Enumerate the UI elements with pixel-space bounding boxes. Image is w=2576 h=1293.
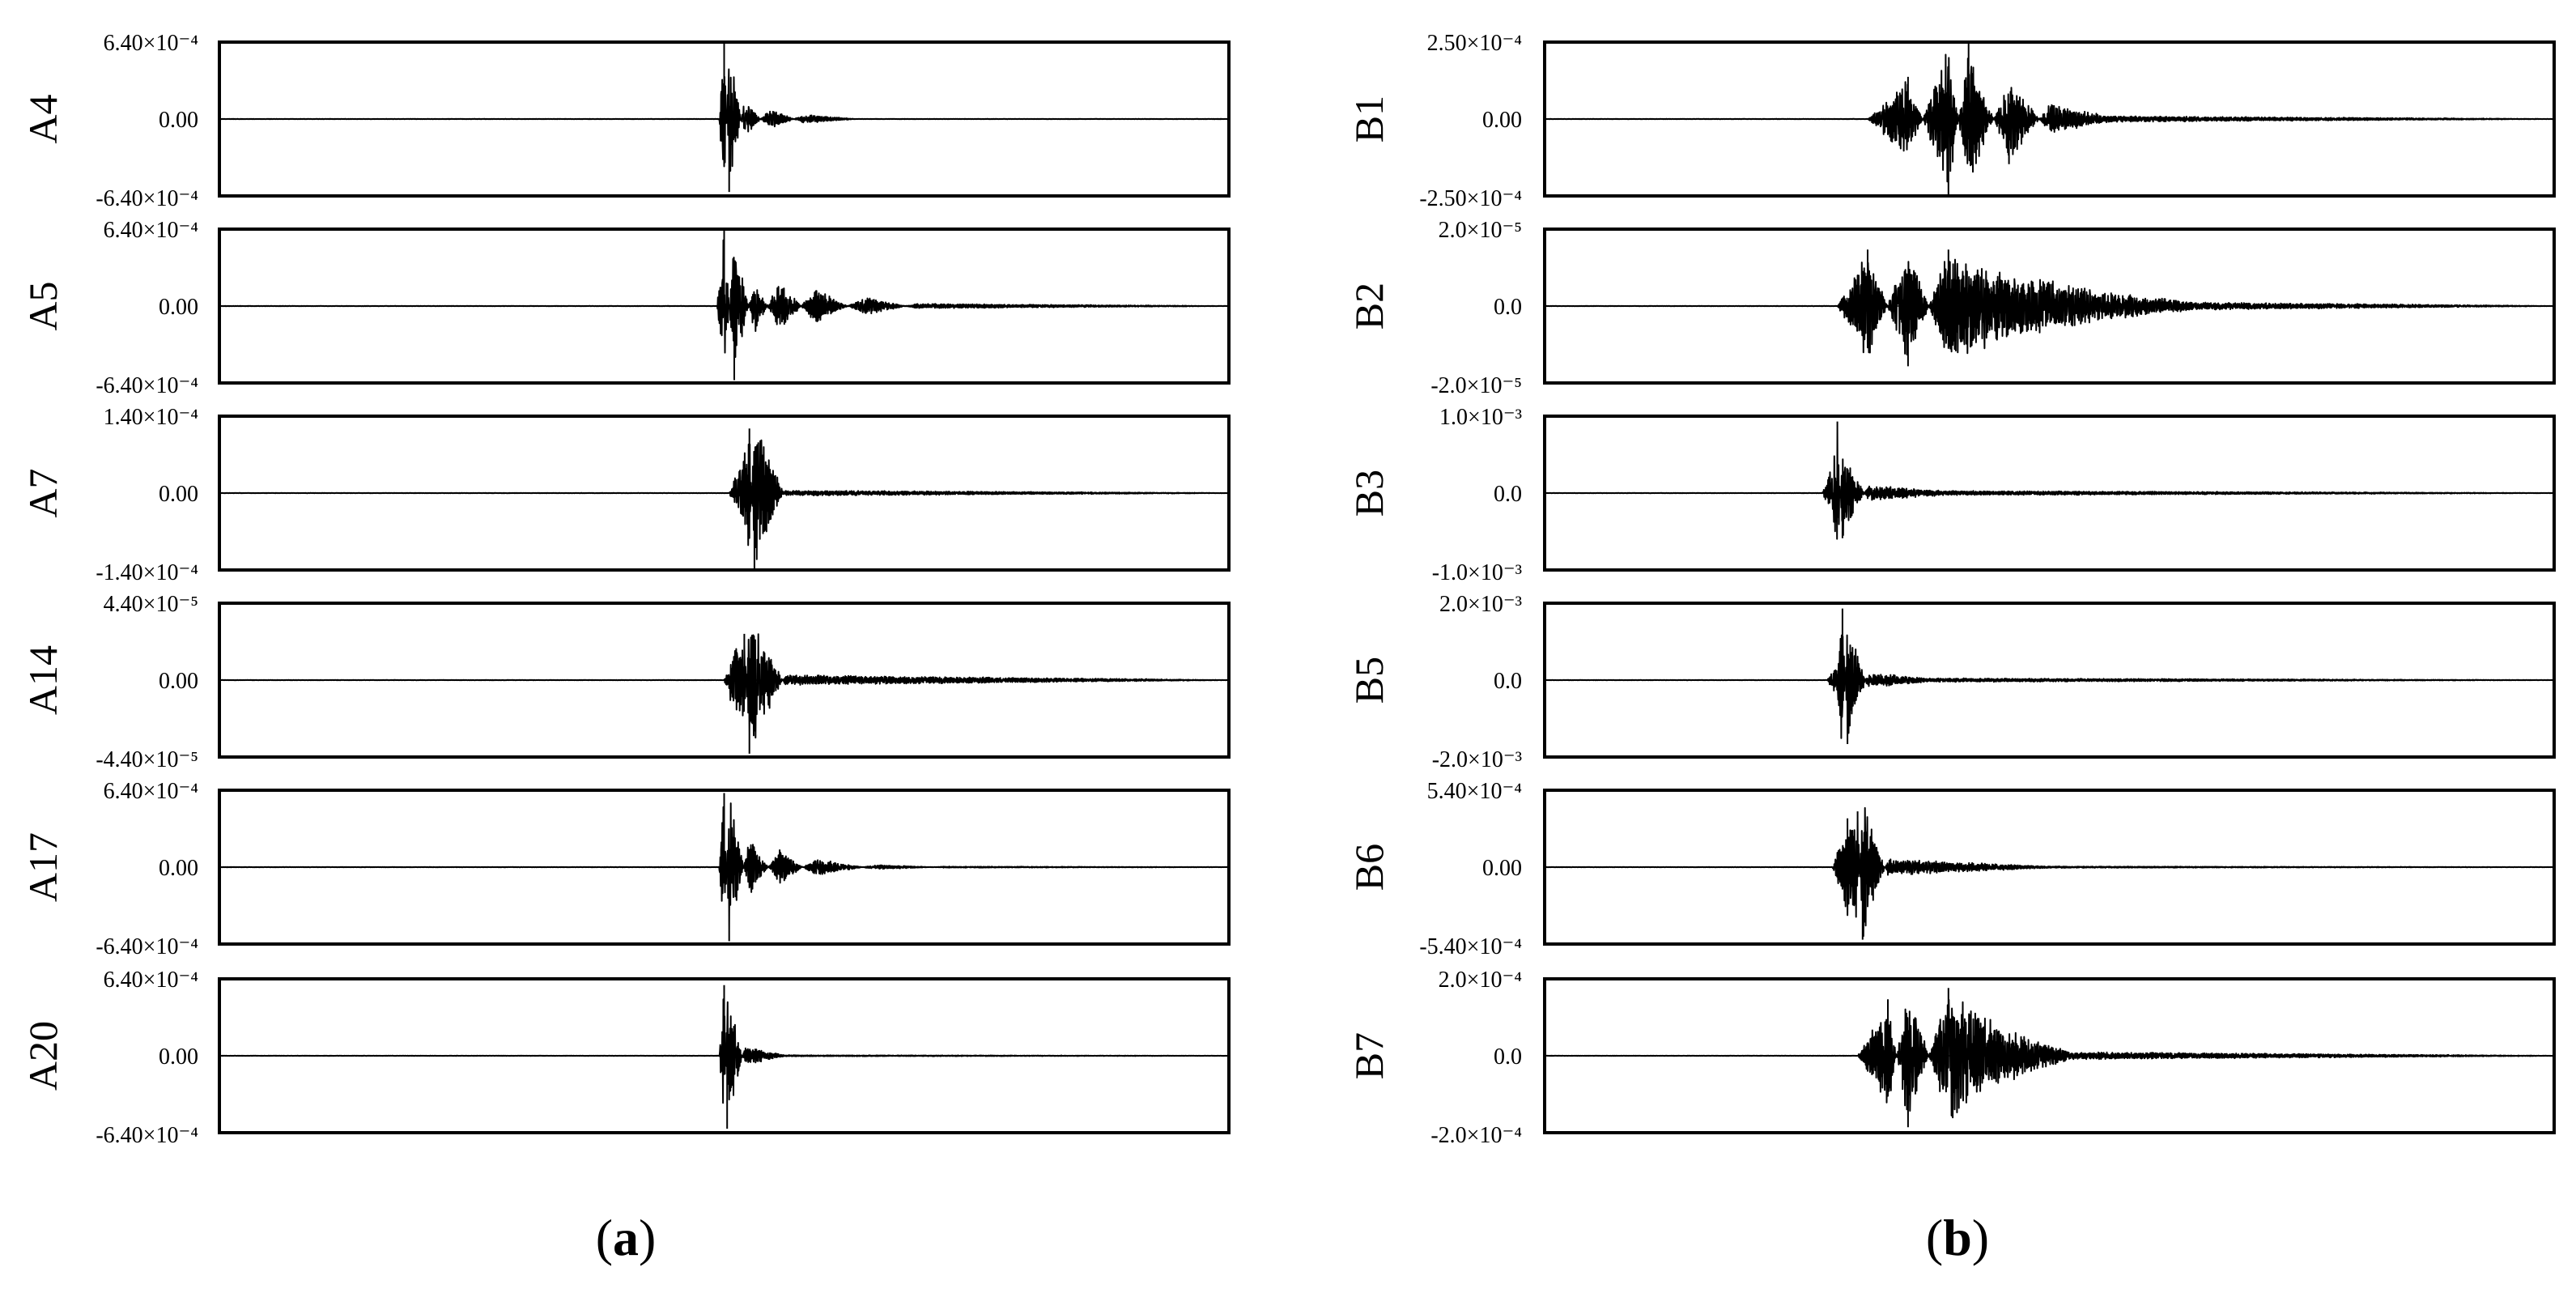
trace-b5: 2.0×10⁻³ 0.0 -2.0×10⁻³ B5: [1346, 592, 2556, 772]
trace-a20: 6.40×10⁻⁴ 0.00 -6.40×10⁻⁴ A20: [20, 968, 1231, 1148]
waveform-b2: [1544, 249, 2555, 367]
plot-frame-a7: [218, 415, 1231, 572]
plot-frame-b6: [1543, 789, 2556, 946]
trace-b6: 5.40×10⁻⁴ 0.00 -5.40×10⁻⁴ B6: [1346, 779, 2556, 959]
ytick-top-b5: 2.0×10⁻³: [1439, 592, 1522, 617]
ytick-bottom-a17: -6.40×10⁻⁴: [96, 934, 198, 959]
channel-label-a20: A20: [20, 1021, 66, 1091]
waveform-a20: [219, 985, 1230, 1129]
ytick-bottom-b5: -2.0×10⁻³: [1432, 747, 1522, 772]
channel-label-b1: B1: [1346, 96, 1392, 142]
ytick-top-b6: 5.40×10⁻⁴: [1427, 779, 1522, 804]
panel-label-b: (b): [1926, 1209, 1989, 1266]
ytick-top-b2: 2.0×10⁻⁵: [1439, 218, 1522, 243]
waveform-a5: [219, 231, 1230, 381]
trace-a14: 4.40×10⁻⁵ 0.00 -4.40×10⁻⁵ A14: [20, 592, 1231, 772]
trace-a17: 6.40×10⁻⁴ 0.00 -6.40×10⁻⁴ A17: [20, 779, 1231, 959]
ytick-bottom-b7: -2.0×10⁻⁴: [1430, 1123, 1522, 1148]
ytick-top-b3: 1.0×10⁻³: [1439, 405, 1522, 430]
waveform-a4: [219, 44, 1230, 193]
plot-frame-b5: [1543, 602, 2556, 759]
ytick-mid-a5: 0.00: [159, 295, 198, 320]
plot-frame-a20: [218, 977, 1231, 1134]
ytick-mid-b5: 0.0: [1494, 669, 1522, 694]
ytick-mid-b1: 0.00: [1482, 108, 1522, 133]
waveform-b5: [1544, 608, 2555, 744]
plot-frame-b1: [1543, 40, 2556, 198]
ytick-top-a5: 6.40×10⁻⁴: [104, 218, 198, 243]
plot-frame-b7: [1543, 977, 2556, 1134]
channel-label-b3: B3: [1346, 470, 1392, 517]
ytick-mid-b7: 0.0: [1494, 1044, 1522, 1070]
ytick-mid-a14: 0.00: [159, 669, 198, 694]
ytick-bottom-b1: -2.50×10⁻⁴: [1419, 186, 1522, 211]
ytick-bottom-b2: -2.0×10⁻⁵: [1430, 373, 1522, 398]
trace-b7: 2.0×10⁻⁴ 0.0 -2.0×10⁻⁴ B7: [1346, 968, 2556, 1148]
ytick-top-a14: 4.40×10⁻⁵: [104, 592, 198, 617]
waveform-plots: 6.40×10⁻⁴ 0.00 -6.40×10⁻⁴ A4 6.40×10⁻⁴ 0.00 -6…: [20, 31, 2556, 1148]
trace-a4: 6.40×10⁻⁴ 0.00 -6.40×10⁻⁴ A4: [20, 31, 1231, 211]
trace-a7: 1.40×10⁻⁴ 0.00 -1.40×10⁻⁴ A7: [20, 405, 1231, 585]
ytick-bottom-b3: -1.0×10⁻³: [1432, 560, 1522, 585]
plot-frame-a14: [218, 602, 1231, 759]
panel-label-a: (a): [596, 1209, 657, 1266]
ytick-top-a20: 6.40×10⁻⁴: [104, 968, 198, 993]
plot-frame-a17: [218, 789, 1231, 946]
plot-frame-a4: [218, 40, 1231, 198]
ytick-mid-a7: 0.00: [159, 482, 198, 507]
waveform-b7: [1544, 988, 2555, 1128]
ytick-mid-b3: 0.0: [1494, 482, 1522, 507]
ytick-bottom-a7: -1.40×10⁻⁴: [96, 560, 198, 585]
ytick-bottom-a5: -6.40×10⁻⁴: [96, 373, 198, 398]
ytick-top-b1: 2.50×10⁻⁴: [1427, 31, 1522, 56]
ytick-mid-b2: 0.0: [1494, 295, 1522, 320]
waveform-a7: [219, 428, 1230, 568]
channel-label-b7: B7: [1346, 1032, 1392, 1079]
channel-label-b5: B5: [1346, 657, 1392, 704]
channel-label-a5: A5: [20, 281, 66, 330]
plot-frame-b2: [1543, 228, 2556, 385]
waveform-a14: [219, 633, 1230, 754]
trace-b3: 1.0×10⁻³ 0.0 -1.0×10⁻³ B3: [1346, 405, 2556, 585]
ytick-mid-b6: 0.00: [1482, 856, 1522, 881]
waveform-b1: [1544, 44, 2555, 194]
ytick-bottom-b6: -5.40×10⁻⁴: [1419, 934, 1522, 959]
trace-b2: 2.0×10⁻⁵ 0.0 -2.0×10⁻⁵ B2: [1346, 218, 2556, 398]
ytick-bottom-a4: -6.40×10⁻⁴: [96, 186, 198, 211]
plot-frame-a5: [218, 228, 1231, 385]
channel-label-b2: B2: [1346, 283, 1392, 330]
ytick-mid-a17: 0.00: [159, 856, 198, 881]
ytick-mid-a20: 0.00: [159, 1044, 198, 1070]
ytick-mid-a4: 0.00: [159, 108, 198, 133]
waveform-a17: [219, 793, 1230, 942]
trace-a5: 6.40×10⁻⁴ 0.00 -6.40×10⁻⁴ A5: [20, 218, 1231, 398]
waveform-b3: [1544, 421, 2555, 540]
channel-label-a4: A4: [20, 94, 66, 143]
waveform-b6: [1544, 806, 2555, 940]
ytick-bottom-a20: -6.40×10⁻⁴: [96, 1123, 198, 1148]
ytick-bottom-a14: -4.40×10⁻⁵: [96, 747, 198, 772]
ytick-top-a7: 1.40×10⁻⁴: [104, 405, 198, 430]
plot-frame-b3: [1543, 415, 2556, 572]
ytick-top-a4: 6.40×10⁻⁴: [104, 31, 198, 56]
channel-label-b6: B6: [1346, 844, 1392, 891]
trace-b1: 2.50×10⁻⁴ 0.00 -2.50×10⁻⁴ B1: [1346, 31, 2556, 211]
channel-label-a17: A17: [20, 832, 66, 902]
channel-label-a7: A7: [20, 468, 66, 517]
ytick-top-a17: 6.40×10⁻⁴: [104, 779, 198, 804]
channel-label-a14: A14: [20, 645, 66, 715]
ytick-top-b7: 2.0×10⁻⁴: [1439, 968, 1522, 993]
